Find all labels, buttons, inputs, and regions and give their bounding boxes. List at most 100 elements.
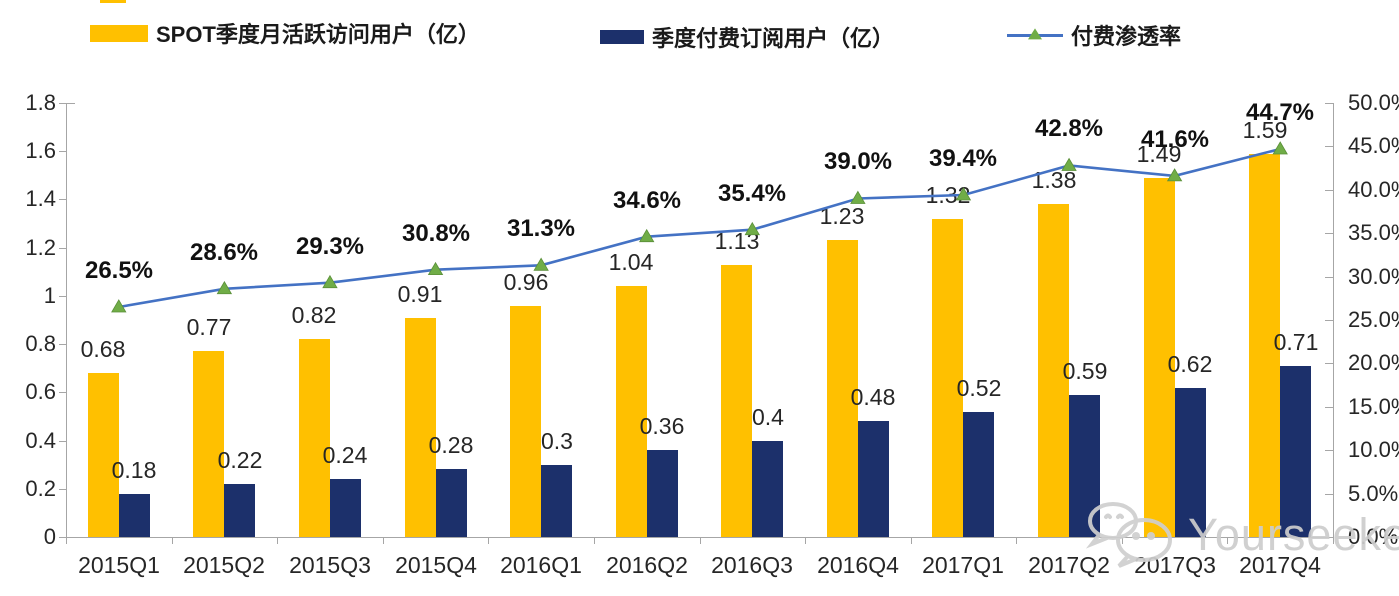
subs-legend-label: 季度付费订阅用户（亿） xyxy=(652,26,895,51)
penetration-marker xyxy=(111,299,127,313)
left-axis-tick xyxy=(59,392,66,393)
bar-subs xyxy=(963,412,994,537)
bar-mau xyxy=(193,351,224,537)
right-axis-tick xyxy=(1325,320,1333,321)
legend-item-penetration: 付费渗透率 xyxy=(1007,19,1181,51)
bar-mau xyxy=(616,286,647,537)
right-axis-tick xyxy=(1325,190,1333,191)
x-axis-tick xyxy=(383,537,384,544)
x-axis-tick xyxy=(66,537,67,544)
bar-mau xyxy=(88,373,119,537)
subs-legend-swatch xyxy=(600,30,644,44)
x-axis-tick xyxy=(488,537,489,544)
bar-subs xyxy=(858,421,889,537)
bar-subs xyxy=(119,494,150,537)
bar-subs xyxy=(1175,388,1206,537)
x-axis-tick xyxy=(1122,537,1123,544)
right-axis-tick xyxy=(1325,407,1333,408)
penetration-value-label: 39.0% xyxy=(823,148,893,175)
x-axis-category-label: 2015Q1 xyxy=(78,552,160,578)
right-axis-tick-label: 40.0% xyxy=(1348,177,1399,202)
subs-value-label: 0.22 xyxy=(217,447,263,473)
penetration-value-label: 42.8% xyxy=(1034,115,1104,142)
mau-value-label: 1.13 xyxy=(714,228,760,254)
subs-value-label: 0.59 xyxy=(1062,358,1108,384)
bar-mau xyxy=(405,318,436,537)
x-axis-tick xyxy=(1333,537,1334,544)
penetration-value-label: 44.7% xyxy=(1245,99,1315,126)
subs-value-label: 0.52 xyxy=(956,375,1002,401)
bar-mau xyxy=(299,339,330,537)
right-axis-tick xyxy=(1325,233,1333,234)
penetration-value-label: 30.8% xyxy=(401,220,471,247)
top-edge-artifact xyxy=(100,0,126,3)
right-axis-tick xyxy=(1325,103,1333,104)
x-axis-tick xyxy=(277,537,278,544)
bar-subs xyxy=(330,479,361,537)
right-axis-tick-label: 45.0% xyxy=(1348,133,1399,158)
x-axis-category-label: 2016Q1 xyxy=(500,552,582,578)
x-axis-category-label: 2016Q4 xyxy=(817,552,899,578)
x-axis-category-label: 2016Q2 xyxy=(606,552,688,578)
penetration-legend-label: 付费渗透率 xyxy=(1071,24,1182,49)
bar-subs xyxy=(436,469,467,537)
mau-value-label: 0.77 xyxy=(186,314,232,340)
right-axis-tick-label: 25.0% xyxy=(1348,307,1399,332)
right-axis-tick xyxy=(1325,146,1333,147)
penetration-marker xyxy=(322,274,338,289)
penetration-value-label: 35.4% xyxy=(717,180,787,207)
right-axis-tick xyxy=(1325,537,1333,538)
subs-value-label: 0.36 xyxy=(639,413,685,439)
mau-legend-swatch xyxy=(90,24,148,42)
left-axis-top-tick xyxy=(66,103,75,104)
x-axis-tick xyxy=(805,537,806,544)
penetration-value-label: 29.3% xyxy=(295,233,365,260)
left-axis-tick xyxy=(59,248,66,249)
left-axis-tick-label: 1.4 xyxy=(25,186,56,211)
left-axis-tick-label: 0.2 xyxy=(25,476,56,501)
watermark-text: Yourseeker xyxy=(1188,508,1399,560)
subs-value-label: 0.3 xyxy=(541,428,573,454)
bar-subs xyxy=(647,450,678,537)
right-axis-tick xyxy=(1325,363,1333,364)
penetration-value-label: 26.5% xyxy=(84,257,154,284)
left-axis-tick-label: 1.6 xyxy=(25,138,56,163)
left-axis-line xyxy=(66,103,67,537)
left-axis-tick-label: 1.8 xyxy=(25,90,56,115)
x-axis-tick xyxy=(1016,537,1017,544)
left-axis-tick xyxy=(59,151,66,152)
right-axis-tick-label: 20.0% xyxy=(1348,350,1399,375)
mau-value-label: 1.38 xyxy=(1031,167,1077,193)
bar-subs xyxy=(752,441,783,537)
wechat-icon xyxy=(1085,502,1172,568)
right-axis-tick-label: 0.0% xyxy=(1348,524,1399,549)
x-axis-category-label: 2017Q1 xyxy=(922,552,1004,578)
penetration-value-label: 28.6% xyxy=(189,239,259,266)
x-axis-category-label: 2015Q4 xyxy=(395,552,477,578)
x-axis-category-label: 2016Q3 xyxy=(711,552,793,578)
right-axis-tick xyxy=(1325,450,1333,451)
left-axis-tick-label: 0 xyxy=(43,524,56,549)
mau-value-label: 1.59 xyxy=(1242,117,1288,143)
left-axis-tick xyxy=(59,489,66,490)
penetration-value-label: 31.3% xyxy=(506,215,576,242)
subs-value-label: 0.62 xyxy=(1167,351,1213,377)
x-axis-category-label: 2015Q2 xyxy=(183,552,265,578)
penetration-marker xyxy=(850,190,866,204)
x-axis-category-label: 2017Q3 xyxy=(1134,552,1216,578)
mau-value-label: 0.82 xyxy=(291,302,337,328)
subs-value-label: 0.24 xyxy=(322,442,368,468)
right-axis-tick-label: 30.0% xyxy=(1348,264,1399,289)
legend-item-subs: 季度付费订阅用户（亿） xyxy=(600,21,894,53)
left-axis-tick-label: 0.8 xyxy=(25,331,56,356)
right-axis-tick-label: 50.0% xyxy=(1348,90,1399,115)
watermark: Yourseeker xyxy=(1082,498,1399,570)
right-axis-tick xyxy=(1325,494,1333,495)
x-axis-category-label: 2015Q3 xyxy=(289,552,371,578)
x-axis-category-label: 2017Q4 xyxy=(1239,552,1321,578)
penetration-marker xyxy=(1272,141,1288,155)
bar-mau xyxy=(721,265,752,537)
subs-value-label: 0.28 xyxy=(428,432,474,458)
penetration-value-label: 41.6% xyxy=(1140,126,1210,153)
